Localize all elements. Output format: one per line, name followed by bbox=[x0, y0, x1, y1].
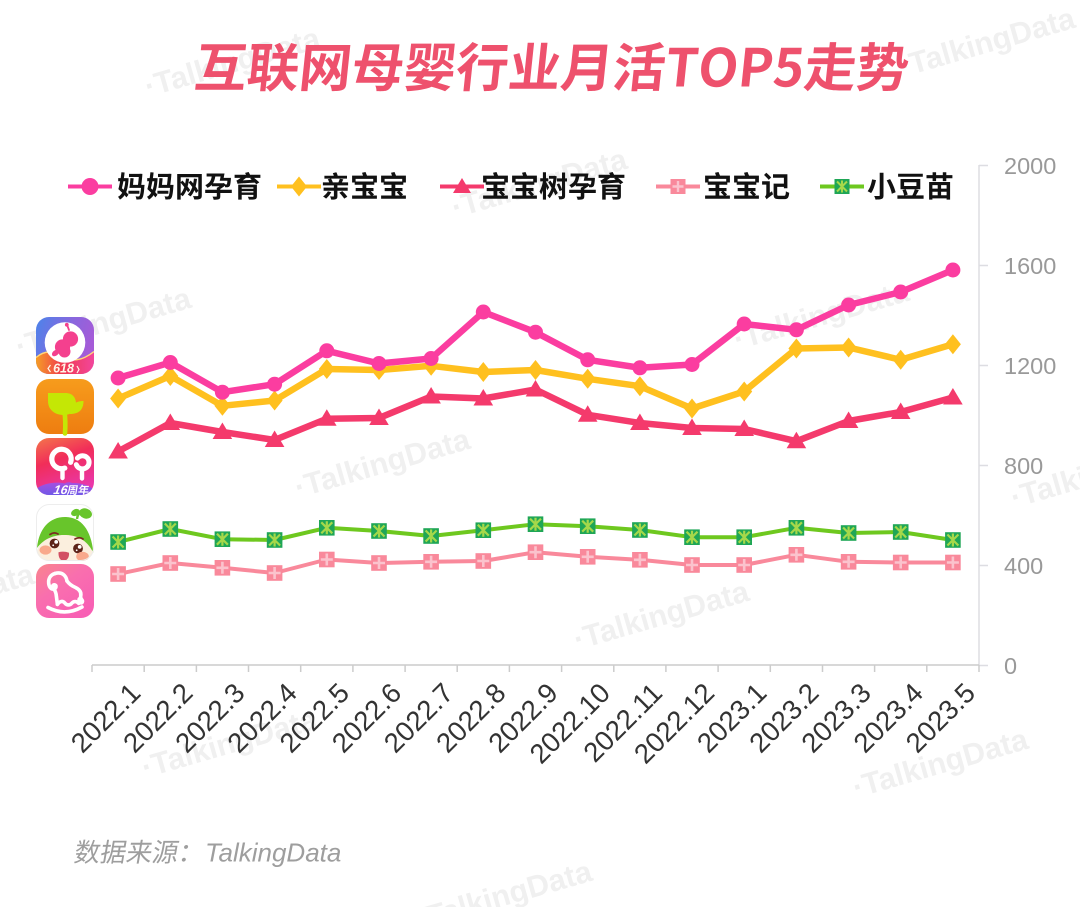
svg-text:618: 618 bbox=[53, 362, 74, 376]
svg-text:·TalkingData: ·TalkingData bbox=[570, 574, 754, 657]
svg-text:0: 0 bbox=[1004, 653, 1017, 679]
svg-text:TalkingData: TalkingData bbox=[205, 838, 341, 868]
svg-text:·TalkingData: ·TalkingData bbox=[413, 854, 597, 907]
svg-text:·TalkingData: ·TalkingData bbox=[0, 557, 39, 640]
svg-text:2000: 2000 bbox=[1004, 153, 1056, 179]
svg-text:400: 400 bbox=[1004, 553, 1043, 579]
svg-text:16: 16 bbox=[52, 483, 69, 497]
svg-text:800: 800 bbox=[1004, 453, 1043, 479]
svg-text:1200: 1200 bbox=[1004, 353, 1056, 379]
svg-text:·TalkingData: ·TalkingData bbox=[896, 1, 1080, 84]
svg-text:1600: 1600 bbox=[1004, 253, 1056, 279]
svg-text:·TalkingData: ·TalkingData bbox=[291, 422, 475, 505]
